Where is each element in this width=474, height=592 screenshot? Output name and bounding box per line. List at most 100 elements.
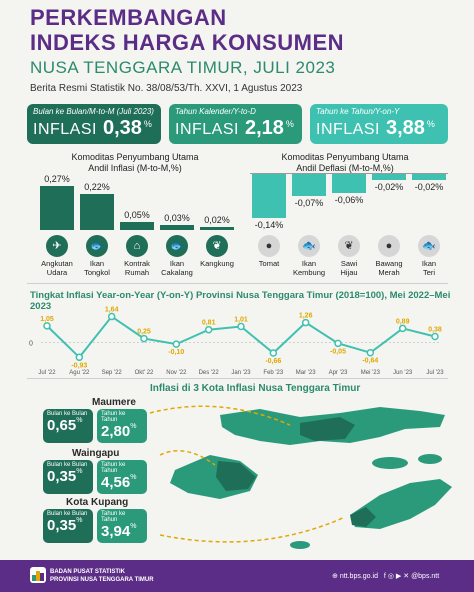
x-tick-label: Sep '22 (102, 370, 123, 376)
mtom-label: Bulan ke Bulan (47, 462, 88, 468)
deflasi-commodity-name: Kembung (292, 268, 326, 277)
deflasi-axis (250, 173, 448, 174)
deflasi-commodity-name: Sawi (340, 259, 358, 268)
x-tick-label: Jul '23 (426, 370, 444, 376)
data-label: -0,10 (168, 349, 184, 356)
yony-label: Tahun ke Tahun (101, 511, 126, 523)
deflasi-commodity-title-line2: Andil Deflasi (M-to-M,%) (296, 163, 394, 173)
vegetable-icon: ❦ (206, 235, 228, 257)
website-link[interactable]: ntt.bps.go.id (339, 573, 378, 580)
yony-label: Tahun ke Tahun (101, 462, 126, 474)
fish-icon: 🐟 (418, 235, 440, 257)
inflation-value: 3,88 (385, 117, 425, 139)
deflasi-commodity-name: Ikan (301, 259, 317, 268)
inflasi-commodity-name: Cakalang (161, 268, 193, 277)
release-info: Berita Resmi Statistik No. 38/08/53/Th. … (30, 83, 303, 94)
inflasi-bar-label: 0,05% (124, 209, 150, 220)
inflasi-commodity-name: Ikan (169, 259, 185, 268)
city-name-maumere: Maumere (92, 397, 136, 408)
footer-bar (0, 560, 474, 592)
data-point (366, 348, 375, 357)
ntt-map (149, 405, 452, 549)
unit: % (76, 517, 83, 524)
inflation-value: 0,38 (102, 117, 142, 139)
waingapu-region (216, 461, 256, 491)
yony-value: 3,94 (101, 523, 131, 540)
data-label: 0,89 (396, 318, 410, 325)
inflation-keyword: INFLASI (316, 121, 380, 138)
x-tick-label: Apr '23 (329, 370, 348, 376)
tomato-icon: ● (258, 235, 280, 257)
x-tick-label: Mei '23 (361, 370, 381, 376)
inflasi-commodity-name: Ikan (89, 259, 105, 268)
deflasi-bar-label: -0,14% (254, 220, 284, 230)
city-card-maumere-yony: Tahun ke Tahun 2,80% (97, 409, 147, 443)
arrow-kupang (159, 516, 346, 543)
inflation-box-mtom: Bulan ke Bulan/M-to-M (Juli 2023) INFLAS… (27, 104, 161, 144)
deflasi-bar-label: -0,02% (374, 182, 404, 193)
x-tick-label: Mar '23 (296, 370, 316, 376)
inflasi-commodity-name: Tongkol (84, 268, 110, 277)
mtom-label: Bulan ke Bulan (47, 411, 88, 417)
data-label: -0,66 (265, 358, 281, 365)
x-tick-label: Jul '22 (38, 370, 56, 376)
unit: % (130, 523, 137, 530)
x-tick-label: Feb '23 (263, 370, 283, 376)
airplane-icon: ✈ (46, 235, 68, 257)
data-point (75, 353, 84, 362)
youtube-icon[interactable]: ▶ (395, 573, 402, 580)
twitter-icon[interactable]: ✕ (403, 573, 410, 580)
data-label: 1,64 (105, 307, 119, 314)
data-label: -0,05 (330, 348, 346, 355)
data-point (398, 324, 407, 333)
data-point (140, 334, 148, 343)
data-label: 1,01 (234, 317, 248, 324)
vegetable-icon: ❦ (338, 235, 360, 257)
x-tick-label: Agu '22 (69, 370, 90, 376)
city-card-kupang-yony: Tahun ke Tahun 3,94% (97, 509, 147, 543)
data-point (43, 322, 51, 330)
inflasi-commodity-name: Udara (46, 268, 68, 277)
fish-icon: 🐟 (86, 235, 108, 257)
inflasi-commodity-title-line1: Komoditas Penyumbang Utama (71, 152, 199, 162)
globe-icon: ⊕ (332, 573, 338, 580)
inflasi-bar (80, 194, 114, 230)
deflasi-commodity-name: Merah (378, 268, 400, 277)
inflation-box-label: Tahun ke Tahun/Y-on-Y (316, 107, 400, 116)
fish-icon: 🐟 (166, 235, 188, 257)
footer-links: ⊕ ntt.bps.go.id f ◎ ▶ ✕ @bps.ntt (332, 572, 439, 580)
city-name-kupang: Kota Kupang (66, 497, 129, 508)
page-title-line2: INDEKS HARGA KONSUMEN (30, 30, 345, 55)
social-handle[interactable]: @bps.ntt (411, 573, 440, 580)
deflasi-bar (412, 174, 446, 181)
page-title-line1: PERKEMBANGAN (30, 5, 227, 30)
inflasi-bar (200, 226, 234, 230)
deflasi-commodity-name: Ikan (421, 259, 437, 268)
x-tick-label: Jan '23 (231, 370, 251, 376)
inflation-keyword: INFLASI (33, 121, 97, 138)
arrow-maumere (149, 405, 291, 426)
x-tick-label: Nov '22 (166, 370, 187, 376)
deflasi-commodity-title-line1: Komoditas Penyumbang Utama (281, 152, 409, 162)
city-card-waingapu-mtom: Bulan ke Bulan 0,35% (43, 460, 93, 494)
data-point (204, 325, 213, 334)
deflasi-bar-label: -0,02% (414, 182, 444, 193)
instagram-icon[interactable]: ◎ (387, 573, 394, 580)
data-label: 0,25 (137, 329, 151, 336)
data-label: -0,64 (362, 358, 378, 365)
inflation-value: 2,18 (244, 117, 284, 139)
yony-value: 2,80 (101, 423, 131, 440)
house-icon: ⌂ (126, 235, 148, 257)
facebook-icon[interactable]: f (383, 573, 386, 580)
inflation-box-ytod: Tahun Kalender/Y-to-D INFLASI 2,18 % (169, 104, 302, 144)
inflasi-bar (40, 186, 74, 230)
line-chart-title: Tingkat Inflasi Year-on-Year (Y-on-Y) Pr… (30, 290, 451, 312)
bps-logo-icon (30, 567, 46, 583)
data-label: 1,05 (40, 316, 54, 323)
inflasi-commodity-name: Kontrak (124, 259, 150, 268)
inflasi-bar (120, 221, 154, 230)
mtom-value: 0,35 (47, 517, 77, 534)
island-small (418, 454, 442, 464)
inflasi-bar-label: 0,22% (84, 182, 110, 193)
zero-label: 0 (29, 341, 33, 348)
